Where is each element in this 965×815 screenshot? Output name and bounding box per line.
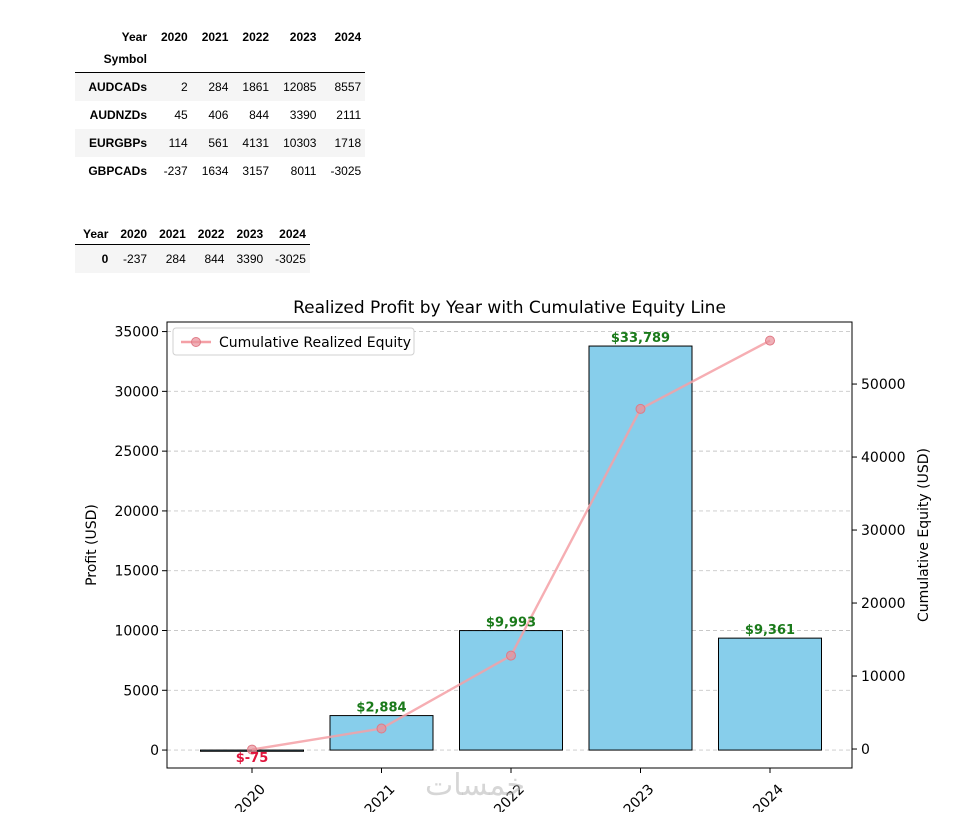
cell: -3025 [275,252,306,266]
col-header: 2022 [197,227,225,241]
y2-tick-label: 0 [861,742,870,758]
x-tick-label: 2023 [621,782,658,812]
table-row: GBPCADs -237 1634 3157 8011 -3025 [75,157,365,185]
y-axis-label: Profit (USD) [84,504,100,586]
cell: 8011 [290,164,317,178]
cell: 12085 [283,80,317,94]
cell: 561 [208,136,229,150]
plot-frame [166,321,853,769]
y-tick-label: 35000 [114,325,159,341]
bar [718,637,822,751]
y-tick-label: 0 [150,743,159,759]
y2-tick-label: 30000 [861,523,906,539]
cell: 1861 [242,80,270,94]
col-header: 2023 [289,30,317,44]
bar [459,630,563,751]
y-tick-label: 10000 [114,623,159,639]
cell: 2111 [336,108,362,122]
symbol-year-table: Year 2020 2021 2022 2023 2024 Symbol AUD… [75,28,366,185]
equity-point [506,650,516,661]
cell: 1718 [334,136,362,150]
table-row: EURGBPs 114 561 4131 10303 1718 [75,129,366,157]
cell: 2 [181,80,188,94]
cell: 114 [168,136,188,150]
y2-tick-label: 10000 [861,669,906,685]
cell: 284 [208,80,229,94]
y-tick-label: 5000 [123,683,159,699]
row-symbol: GBPCADs [88,164,147,178]
columns-label: Year [121,30,147,44]
x-tick-label: 2024 [750,781,787,812]
y2-tick-label: 50000 [861,377,906,393]
minimum-year-table: Year 2020 2021 2022 2023 2024 0 -237 284… [75,224,310,273]
col-header: 2023 [236,227,264,241]
watermark-logo: خمسات [425,768,526,803]
cell: 45 [174,108,188,122]
bar-value-label: $9,361 [745,623,795,638]
cell: -3025 [330,164,362,178]
table-row: AUDNZDs 45 406 844 3390 2111 [75,101,365,129]
chart-title: Realized Profit by Year with Cumulative … [293,298,726,318]
row-symbol: EURGBPs [88,136,147,150]
table-row: 0 -237 284 844 3390 -3025 [75,244,310,273]
profit-equity-chart: $-75 $2,884 $9,993 $33,789 $9,361 0 5000 10000 1… [84,298,932,812]
cell: 844 [204,252,225,266]
columns-label: Year [83,227,109,241]
cell: -237 [163,164,188,178]
cell: 4131 [242,136,270,150]
y-tick-label: 20000 [114,504,159,520]
col-header: 2020 [120,227,148,241]
y-tick-label: 25000 [114,444,159,460]
equity-point [376,723,387,734]
equity-point [247,744,257,755]
cell: 3390 [236,252,264,266]
cell: 8557 [334,80,362,94]
y2-axis-label: Cumulative Equity (USD) [916,448,932,622]
x-tick-label: 2021 [362,782,399,812]
index-label: Symbol [103,52,147,66]
legend-label: Cumulative Realized Equity [219,335,411,351]
legend-box [172,327,415,356]
cell: 10303 [283,136,317,150]
col-header: 2022 [242,30,270,44]
equity-point [635,403,646,414]
cell: 3157 [242,164,270,178]
equity-point [765,335,775,346]
col-header: 2024 [334,30,362,44]
legend-marker [191,337,201,347]
bar-value-label: $9,993 [486,616,536,631]
bar-value-label: $33,789 [611,331,670,346]
bar-value-label: $-75 [236,751,269,766]
cell: 284 [165,252,186,266]
table-row: AUDCADs 2 284 1861 12085 8557 [75,72,366,101]
col-header: 2024 [279,227,306,241]
bar-value-label: $2,884 [356,701,406,716]
cell: 1634 [201,164,229,178]
col-header: 2021 [201,30,229,44]
y2-tick-label: 40000 [861,450,906,466]
col-header: 2020 [161,30,188,44]
cell: -237 [123,252,148,266]
cell: 3390 [289,108,317,122]
row-index: 0 [101,252,109,266]
col-header: 2021 [159,227,186,241]
y-tick-label: 15000 [114,564,159,580]
cell: 406 [208,108,229,122]
row-symbol: AUDCADs [88,80,147,94]
x-tick-label: 2020 [232,782,269,812]
y2-tick-label: 20000 [861,596,906,612]
y-tick-label: 30000 [114,384,159,400]
row-symbol: AUDNZDs [89,108,147,122]
cell: 844 [249,108,270,122]
